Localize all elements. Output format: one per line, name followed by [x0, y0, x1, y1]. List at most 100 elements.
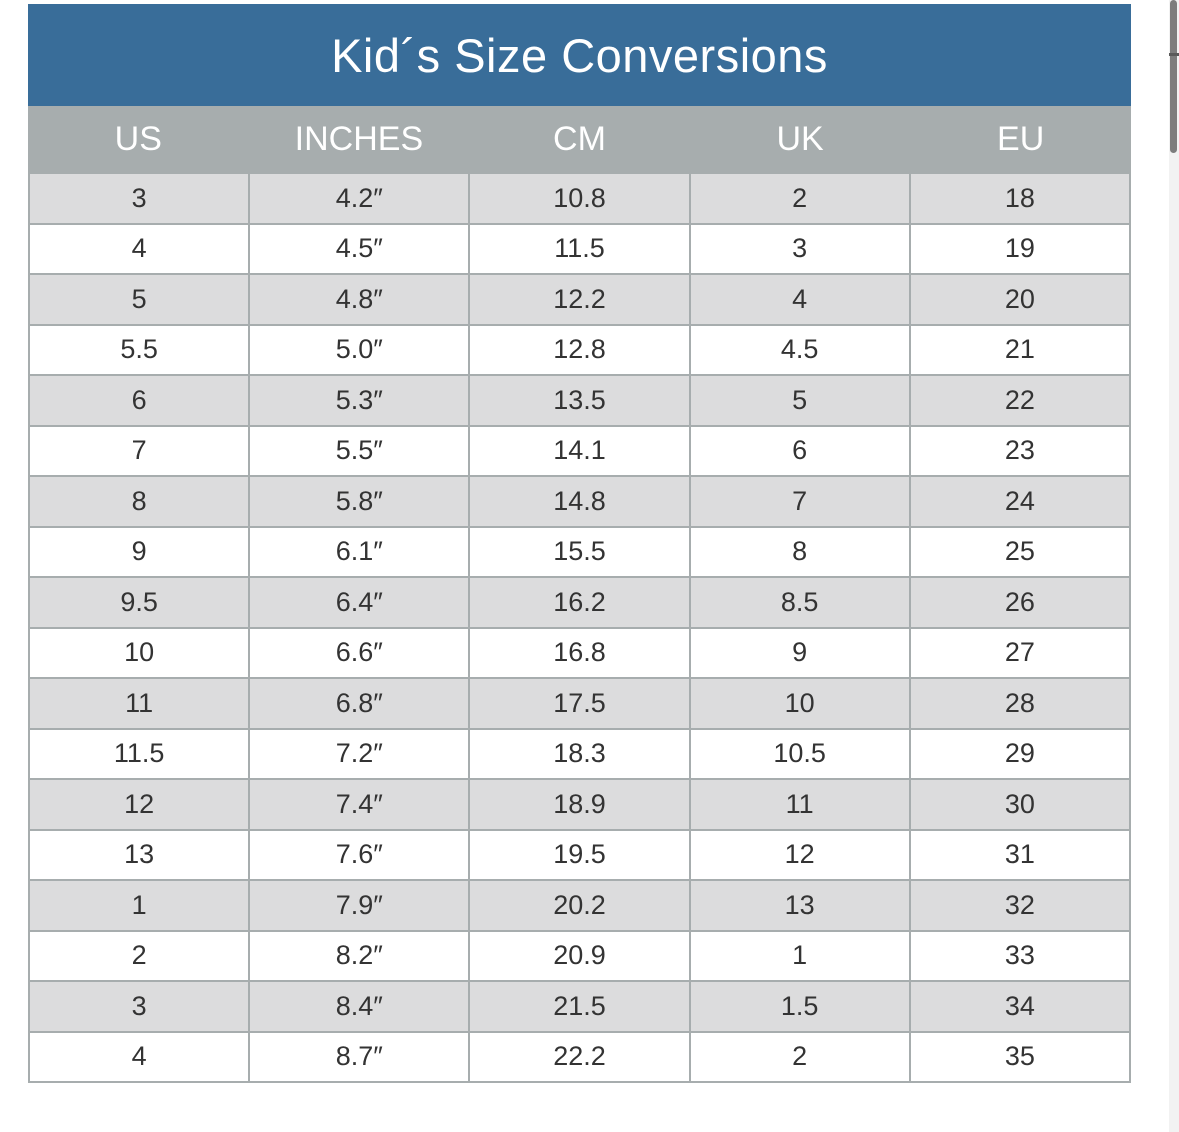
cell-inches: 7.2″	[248, 727, 471, 780]
cell-cm: 18.3	[468, 727, 691, 780]
table-row: 3 8.4″ 21.5 1.5 34	[27, 980, 1132, 1033]
cell-inches: 6.4″	[248, 576, 471, 629]
cell-uk: 12	[688, 828, 911, 881]
table-row: 3 4.2″ 10.8 2 18	[27, 172, 1132, 225]
cell-eu: 35	[908, 1030, 1132, 1083]
cell-eu: 20	[908, 273, 1132, 326]
scrollbar-thumb[interactable]	[1170, 0, 1177, 153]
table-row: 5.5 5.0″ 12.8 4.5 21	[27, 323, 1132, 376]
cell-inches: 7.9″	[248, 879, 471, 932]
cell-cm: 14.1	[468, 424, 691, 477]
cell-uk: 8	[688, 525, 911, 578]
cell-us: 11.5	[27, 727, 251, 780]
table-row: 4 4.5″ 11.5 3 19	[27, 222, 1132, 275]
scroll-indicator-mark	[1169, 53, 1179, 56]
cell-cm: 12.2	[468, 273, 691, 326]
cell-cm: 20.9	[468, 929, 691, 982]
cell-inches: 6.8″	[248, 677, 471, 730]
cell-inches: 8.7″	[248, 1030, 471, 1083]
cell-inches: 4.8″	[248, 273, 471, 326]
cell-us: 12	[27, 778, 251, 831]
cell-eu: 19	[908, 222, 1132, 275]
cell-cm: 16.2	[468, 576, 691, 629]
column-header-row: US INCHES CM UK EU	[28, 106, 1131, 172]
cell-inches: 8.4″	[248, 980, 471, 1033]
chart-title: Kid´s Size Conversions	[28, 4, 1131, 106]
table-row: 11.5 7.2″ 18.3 10.5 29	[27, 727, 1132, 780]
cell-us: 13	[27, 828, 251, 881]
cell-eu: 31	[908, 828, 1132, 881]
column-header-eu: EU	[997, 119, 1045, 158]
cell-inches: 4.5″	[248, 222, 471, 275]
cell-us: 5	[27, 273, 251, 326]
cell-cm: 10.8	[468, 172, 691, 225]
cell-us: 2	[27, 929, 251, 982]
table-row: 8 5.8″ 14.8 7 24	[27, 475, 1132, 528]
cell-cm: 14.8	[468, 475, 691, 528]
cell-eu: 30	[908, 778, 1132, 831]
cell-uk: 7	[688, 475, 911, 528]
table-row: 10 6.6″ 16.8 9 27	[27, 626, 1132, 679]
table-row: 12 7.4″ 18.9 11 30	[27, 778, 1132, 831]
cell-us: 10	[27, 626, 251, 679]
cell-cm: 21.5	[468, 980, 691, 1033]
cell-eu: 27	[908, 626, 1132, 679]
table-row: 13 7.6″ 19.5 12 31	[27, 828, 1132, 881]
cell-uk: 11	[688, 778, 911, 831]
cell-inches: 6.1″	[248, 525, 471, 578]
cell-us: 3	[27, 980, 251, 1033]
cell-eu: 25	[908, 525, 1132, 578]
cell-eu: 22	[908, 374, 1132, 427]
cell-inches: 7.4″	[248, 778, 471, 831]
cell-uk: 2	[688, 1030, 911, 1083]
cell-uk: 13	[688, 879, 911, 932]
table-row: 11 6.8″ 17.5 10 28	[27, 677, 1132, 730]
cell-uk: 5	[688, 374, 911, 427]
column-header-uk: UK	[776, 119, 824, 158]
table-row: 9 6.1″ 15.5 8 25	[27, 525, 1132, 578]
cell-uk: 1	[688, 929, 911, 982]
table-row: 6 5.3″ 13.5 5 22	[27, 374, 1132, 427]
cell-cm: 12.8	[468, 323, 691, 376]
cell-uk: 10	[688, 677, 911, 730]
cell-us: 11	[27, 677, 251, 730]
cell-uk: 4.5	[688, 323, 911, 376]
cell-uk: 3	[688, 222, 911, 275]
cell-cm: 13.5	[468, 374, 691, 427]
cell-eu: 26	[908, 576, 1132, 629]
cell-us: 4	[27, 1030, 251, 1083]
cell-inches: 5.5″	[248, 424, 471, 477]
cell-inches: 8.2″	[248, 929, 471, 982]
size-table: 3 4.2″ 10.8 2 18 4 4.5″ 11.5 3 19 5 4.8″ 12.2 4 20 5.5 5…	[27, 172, 1132, 1083]
size-conversion-chart: Kid´s Size Conversions US INCHES CM UK E…	[27, 4, 1132, 1083]
cell-cm: 19.5	[468, 828, 691, 881]
cell-uk: 2	[688, 172, 911, 225]
cell-cm: 20.2	[468, 879, 691, 932]
cell-eu: 24	[908, 475, 1132, 528]
cell-us: 1	[27, 879, 251, 932]
cell-us: 7	[27, 424, 251, 477]
cell-inches: 4.2″	[248, 172, 471, 225]
cell-eu: 21	[908, 323, 1132, 376]
cell-inches: 5.0″	[248, 323, 471, 376]
cell-inches: 5.3″	[248, 374, 471, 427]
cell-cm: 11.5	[468, 222, 691, 275]
cell-cm: 22.2	[468, 1030, 691, 1083]
cell-us: 9.5	[27, 576, 251, 629]
cell-cm: 18.9	[468, 778, 691, 831]
table-row: 7 5.5″ 14.1 6 23	[27, 424, 1132, 477]
cell-uk: 1.5	[688, 980, 911, 1033]
cell-inches: 5.8″	[248, 475, 471, 528]
cell-uk: 10.5	[688, 727, 911, 780]
cell-us: 5.5	[27, 323, 251, 376]
cell-cm: 17.5	[468, 677, 691, 730]
scrollbar[interactable]	[1169, 0, 1179, 1132]
cell-uk: 8.5	[688, 576, 911, 629]
cell-eu: 32	[908, 879, 1132, 932]
cell-uk: 4	[688, 273, 911, 326]
table-row: 2 8.2″ 20.9 1 33	[27, 929, 1132, 982]
cell-eu: 23	[908, 424, 1132, 477]
cell-eu: 28	[908, 677, 1132, 730]
size-table-body: 3 4.2″ 10.8 2 18 4 4.5″ 11.5 3 19 5 4.8″ 12.2 4 20 5.5 5…	[27, 172, 1132, 1083]
